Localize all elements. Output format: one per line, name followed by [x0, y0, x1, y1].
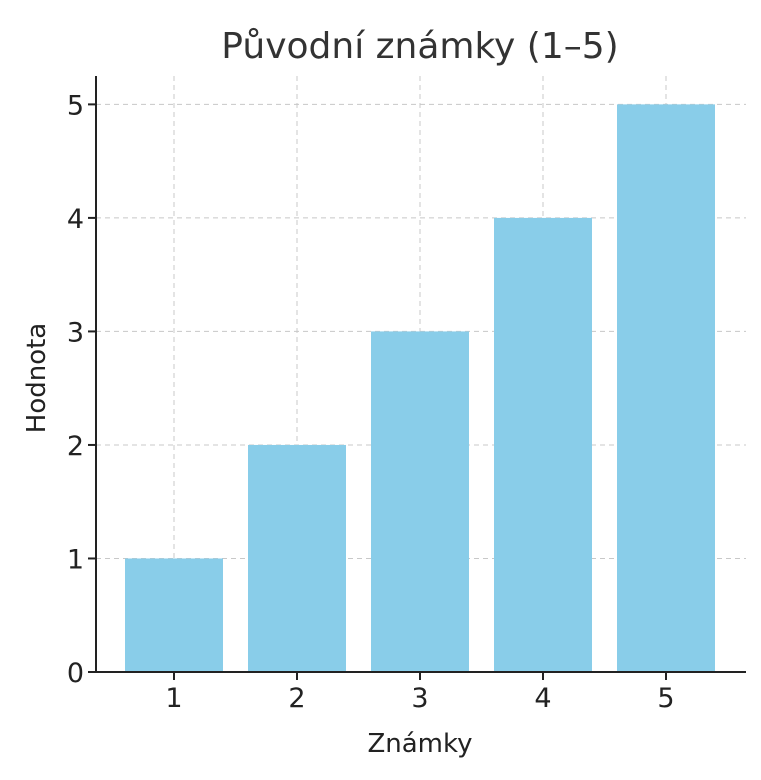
y-tick-label-4: 4: [67, 204, 84, 235]
x-tick-label-3: 3: [411, 683, 428, 714]
y-axis-label: Hodnota: [22, 323, 52, 433]
ticks-layer: 0 1 2 3 4 5 1 2 3 4 5: [67, 90, 675, 714]
y-tick-label-2: 2: [67, 431, 84, 462]
y-tick-label-3: 3: [67, 317, 84, 348]
x-tick-label-5: 5: [657, 683, 674, 714]
bar-3: [371, 331, 469, 672]
y-tick-label-1: 1: [67, 544, 84, 575]
y-tick-label-5: 5: [67, 90, 84, 121]
bar-2: [248, 444, 346, 672]
chart-title: Původní známky (1–5): [221, 26, 618, 67]
bar-4: [494, 217, 592, 672]
bar-5: [617, 104, 715, 672]
x-tick-label-2: 2: [288, 683, 305, 714]
bar-1: [125, 558, 223, 672]
x-axis-label: Známky: [367, 729, 472, 759]
bars-layer: [125, 104, 715, 672]
x-tick-label-4: 4: [534, 683, 551, 714]
x-tick-label-1: 1: [165, 683, 182, 714]
y-tick-label-0: 0: [67, 658, 84, 689]
